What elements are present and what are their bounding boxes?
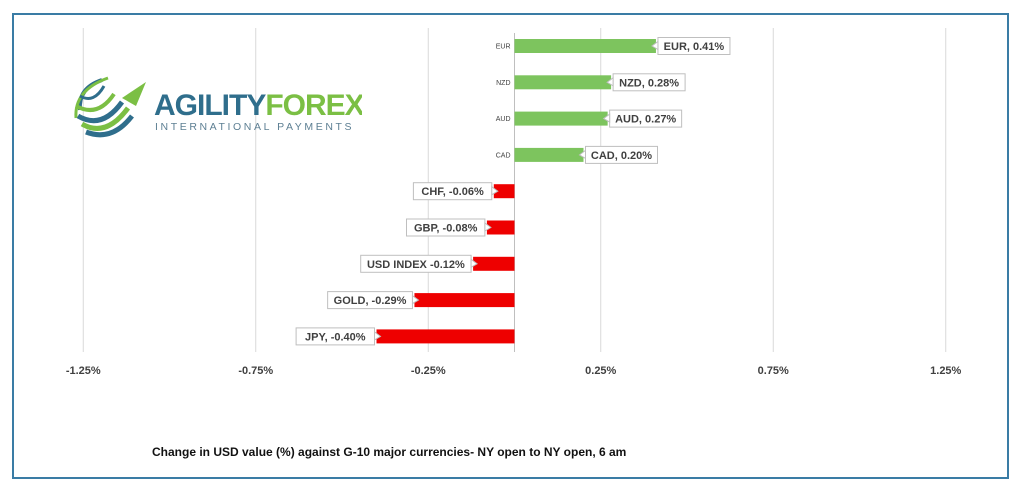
agility-forex-logo: AGILITYFOREX INTERNATIONAL PAYMENTS bbox=[74, 76, 362, 138]
bar bbox=[514, 147, 584, 162]
logo-tagline: INTERNATIONAL PAYMENTS bbox=[155, 121, 354, 133]
data-label-text: AUD, 0.27% bbox=[615, 114, 676, 126]
data-label: AUD, 0.27% bbox=[602, 109, 683, 128]
data-label-text: EUR, 0.41% bbox=[664, 41, 725, 53]
data-label-text: NZD, 0.28% bbox=[619, 77, 679, 89]
data-label-pointer bbox=[484, 222, 492, 232]
data-label: GOLD, -0.29% bbox=[327, 291, 420, 310]
data-label-pointer bbox=[374, 330, 382, 341]
data-label-pointer bbox=[651, 40, 659, 51]
x-tick-label: 1.25% bbox=[930, 365, 961, 377]
bar bbox=[514, 111, 608, 126]
bar bbox=[414, 293, 515, 308]
globe-swoosh-icon bbox=[74, 76, 146, 138]
chart-caption: Change in USD value (%) against G-10 maj… bbox=[152, 445, 627, 459]
x-tick-label: -0.75% bbox=[238, 365, 273, 377]
data-label-text: CAD, 0.20% bbox=[591, 150, 652, 162]
data-label-text: USD INDEX -0.12% bbox=[367, 259, 465, 271]
x-tick-label: -1.25% bbox=[66, 365, 101, 377]
data-label-pointer bbox=[411, 294, 420, 305]
logo-brand-forex: FOREX bbox=[265, 89, 362, 122]
chart-frame bbox=[12, 13, 1009, 479]
bar bbox=[514, 75, 612, 90]
data-label: EUR, 0.41% bbox=[651, 37, 731, 55]
data-label: CHF, -0.06% bbox=[412, 182, 499, 201]
bar bbox=[376, 329, 515, 344]
bar bbox=[514, 39, 656, 53]
x-tick-label: -0.25% bbox=[411, 365, 446, 377]
data-label: USD INDEX -0.12% bbox=[360, 254, 479, 273]
data-label-pointer bbox=[470, 258, 479, 269]
x-tick-label: 0.75% bbox=[758, 365, 789, 377]
data-label-text: GBP, -0.08% bbox=[414, 223, 478, 235]
data-label-pointer bbox=[578, 149, 586, 160]
data-label-pointer bbox=[606, 76, 614, 87]
category-label: AUD bbox=[496, 116, 511, 123]
bar bbox=[493, 184, 515, 199]
x-tick-label: 0.25% bbox=[585, 365, 616, 377]
data-label: NZD, 0.28% bbox=[606, 73, 686, 92]
data-label-text: CHF, -0.06% bbox=[421, 186, 484, 198]
category-label: EUR bbox=[496, 44, 511, 51]
data-label-pointer bbox=[491, 185, 499, 196]
data-label-text: GOLD, -0.29% bbox=[334, 295, 407, 307]
data-label: CAD, 0.20% bbox=[578, 145, 658, 164]
data-label-text: JPY, -0.40% bbox=[305, 331, 366, 343]
category-label: NZD bbox=[496, 80, 510, 87]
data-label: JPY, -0.40% bbox=[295, 327, 382, 346]
svg-text:AGILITYFOREX: AGILITYFOREX bbox=[154, 89, 362, 122]
bar bbox=[473, 256, 515, 271]
data-label-pointer bbox=[602, 113, 611, 123]
data-label: GBP, -0.08% bbox=[406, 218, 492, 237]
category-label: CAD bbox=[496, 152, 511, 159]
bar bbox=[486, 220, 515, 235]
logo-brand-agility: AGILITY bbox=[154, 89, 266, 122]
